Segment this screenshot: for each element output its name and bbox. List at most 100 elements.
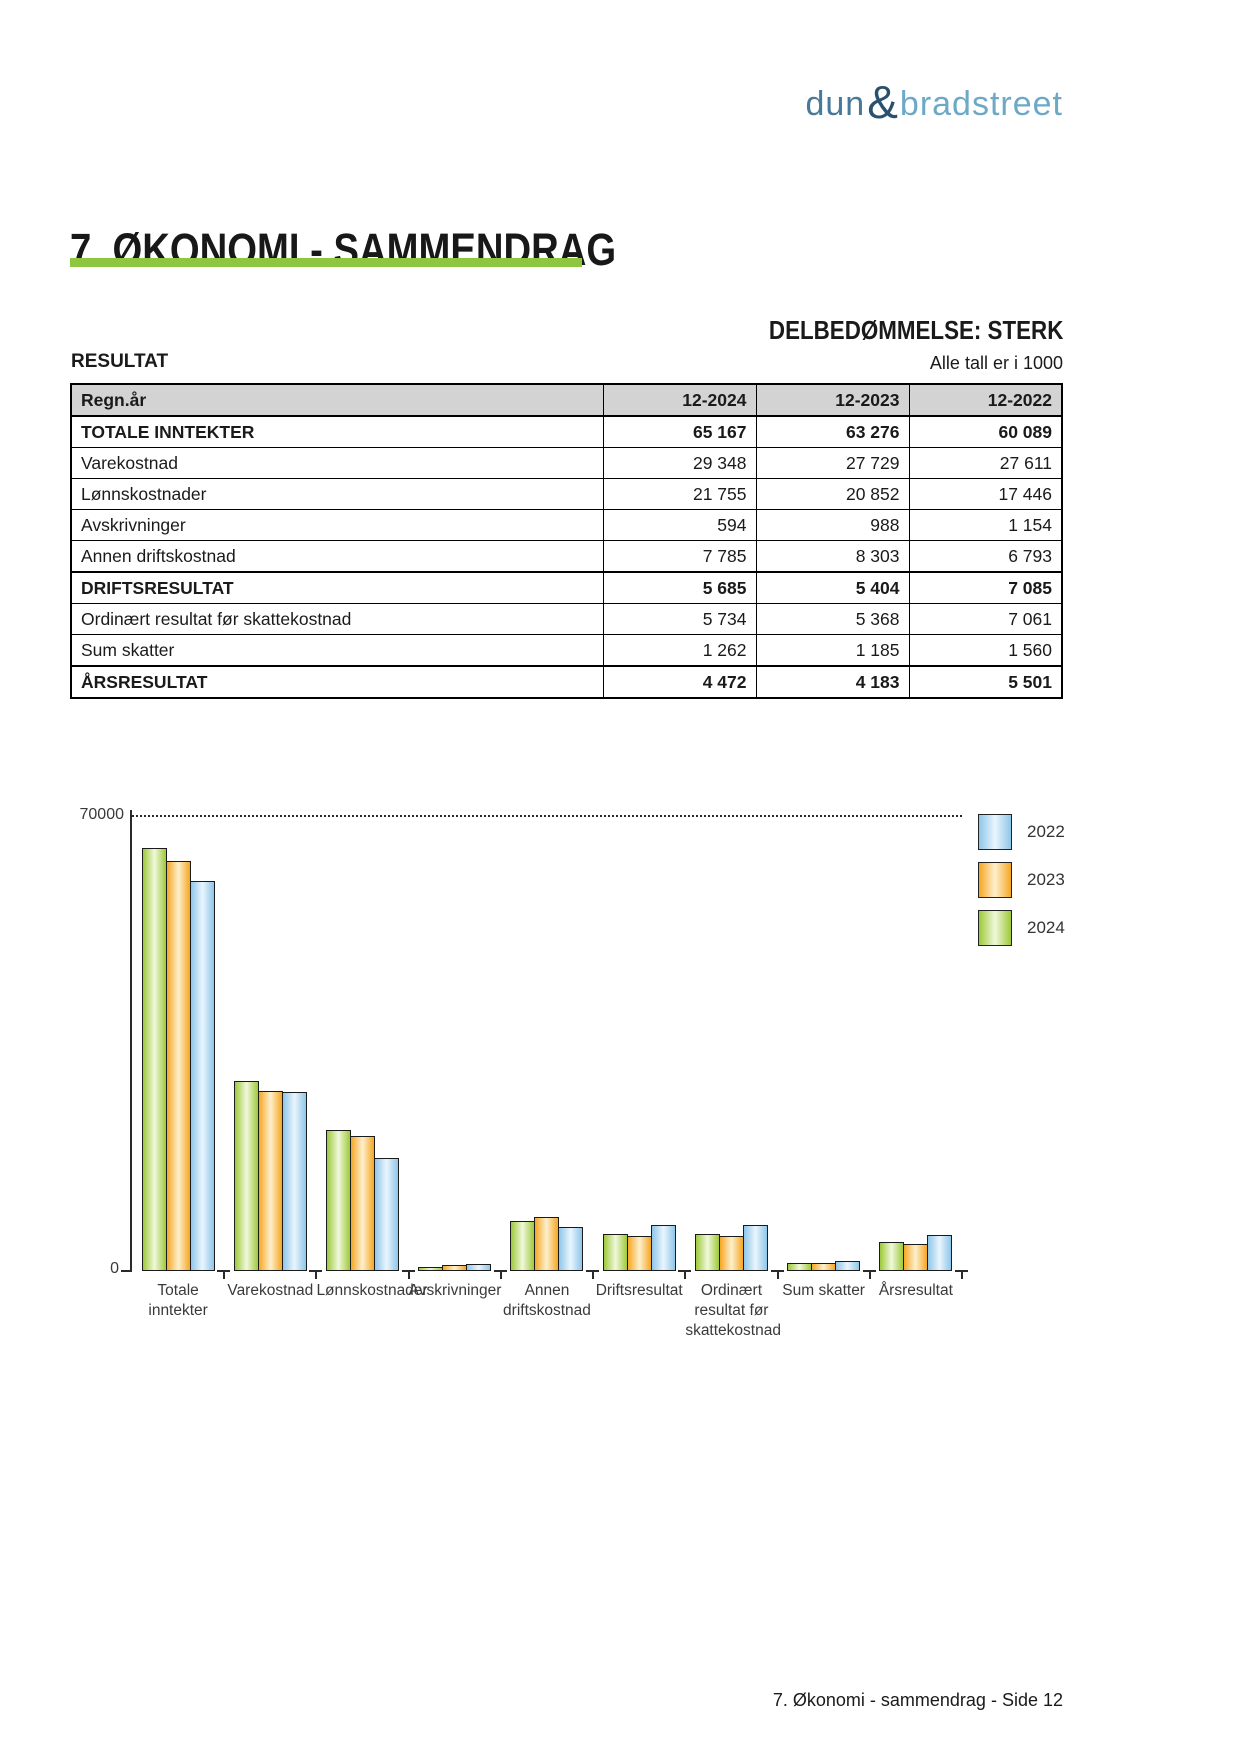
cell-label: DRIFTSRESULTAT <box>70 571 604 604</box>
legend-label: 2023 <box>1027 869 1065 889</box>
cell-value: 5 404 <box>755 571 910 604</box>
table-row: TOTALE INNTEKTER 65 167 63 276 60 089 <box>70 415 1063 448</box>
x-axis-tick <box>407 1270 410 1279</box>
sub-assessment-text: DELBEDØMMELSE: STERK <box>768 315 1063 345</box>
header-cell-regnaar: Regn.år <box>70 383 604 417</box>
cell-value: 65 167 <box>602 415 757 448</box>
cell-label: Annen driftskostnad <box>70 540 604 573</box>
cell-value: 7 085 <box>908 571 1063 604</box>
x-axis-tick <box>592 1270 595 1279</box>
x-axis-category-labels: Totale inntekter Varekostnad Lønnskostnader… <box>132 1281 962 1341</box>
bar-2023 <box>350 1136 376 1271</box>
bar-2024 <box>879 1242 905 1271</box>
bar-2023 <box>903 1244 929 1271</box>
cell-value: 20 852 <box>755 478 910 510</box>
logo-text-dun: dun <box>805 85 866 123</box>
logo-text-bradstreet: bradstreet <box>899 85 1063 123</box>
cell-value: 1 154 <box>908 509 1063 541</box>
section-label-resultat: RESULTAT <box>71 351 169 372</box>
page-title-text: 7. ØKONOMI - SAMMENDRAG <box>70 224 617 276</box>
x-axis-tick <box>223 1270 226 1279</box>
title-underline-rule <box>70 258 582 267</box>
bar-2022 <box>189 881 215 1271</box>
cell-value: 1 185 <box>755 634 910 667</box>
dun-bradstreet-logo: dun & bradstreet <box>805 76 1063 128</box>
cell-value: 17 446 <box>908 478 1063 510</box>
table-row: Lønnskostnader 21 755 20 852 17 446 <box>70 478 1063 510</box>
header-cell-2022: 12-2022 <box>908 383 1063 417</box>
bar-2022 <box>466 1264 492 1271</box>
legend-swatch-2024 <box>978 909 1012 946</box>
bar-group <box>316 1130 408 1271</box>
bar-group <box>501 1217 593 1271</box>
cell-value: 8 303 <box>755 540 910 573</box>
bar-2022 <box>281 1092 307 1271</box>
sub-assessment-heading: DELBEDØMMELSE: STERK <box>721 315 1063 346</box>
bar-2024 <box>141 848 167 1271</box>
table-row: Sum skatter 1 262 1 185 1 560 <box>70 634 1063 667</box>
bar-2022 <box>742 1225 768 1271</box>
legend-item: 2022 <box>978 813 1065 850</box>
x-axis-tick <box>961 1270 963 1279</box>
bar-2023 <box>718 1236 744 1271</box>
bar-2024 <box>233 1081 259 1271</box>
table-row: ÅRSRESULTAT 4 472 4 183 5 501 <box>70 665 1063 699</box>
bar-2023 <box>626 1236 652 1271</box>
table-row: DRIFTSRESULTAT 5 685 5 404 7 085 <box>70 571 1063 604</box>
units-note: Alle tall er i 1000 <box>929 353 1063 373</box>
cell-value: 6 793 <box>908 540 1063 573</box>
bar-2023 <box>165 861 191 1271</box>
table-row: Varekostnad 29 348 27 729 27 611 <box>70 447 1063 479</box>
result-table: Regn.år 12-2024 12-2023 12-2022 TOTALE I… <box>70 383 1063 699</box>
cell-value: 5 734 <box>602 603 757 635</box>
table-row: Ordinært resultat før skattekostnad 5 73… <box>70 603 1063 635</box>
category-label: Lønnskostnader <box>316 1282 428 1299</box>
bar-2023 <box>257 1091 283 1271</box>
legend-label: 2022 <box>1027 821 1065 841</box>
y-axis-tick-70000: 70000 <box>79 806 125 823</box>
cell-value: 594 <box>602 509 757 541</box>
cell-value: 63 276 <box>755 415 910 448</box>
bar-2024 <box>602 1234 628 1271</box>
cell-label: Ordinært resultat før skattekostnad <box>70 603 604 635</box>
cell-value: 5 501 <box>908 665 1063 699</box>
logo-ampersand-icon: & <box>867 76 898 128</box>
chart-legend: 2022 2023 2024 <box>978 813 1065 957</box>
cell-value: 5 685 <box>602 571 757 604</box>
y-axis-tick-0: 0 <box>110 1260 119 1277</box>
bar-group <box>409 1264 501 1271</box>
gridline-70000 <box>132 815 962 817</box>
category-label: Totale inntekter <box>148 1282 208 1319</box>
cell-value: 21 755 <box>602 478 757 510</box>
table-row: Avskrivninger 594 988 1 154 <box>70 509 1063 541</box>
category-label: Sum skatter <box>782 1282 865 1299</box>
cell-label: Avskrivninger <box>70 509 604 541</box>
legend-item: 2024 <box>978 909 1065 946</box>
bar-2022 <box>835 1261 861 1271</box>
category-label: Annen driftskostnad <box>503 1282 591 1319</box>
bar-group <box>132 848 224 1271</box>
cell-value: 1 560 <box>908 634 1063 667</box>
bar-group <box>870 1235 962 1271</box>
cell-value: 7 061 <box>908 603 1063 635</box>
bar-2024 <box>510 1221 536 1271</box>
cell-value: 4 472 <box>602 665 757 699</box>
category-label: Driftsresultat <box>595 1282 683 1299</box>
cell-label: Varekostnad <box>70 447 604 479</box>
y-axis-line <box>130 810 132 1272</box>
legend-swatch-2023 <box>978 861 1012 898</box>
cell-value: 27 611 <box>908 447 1063 479</box>
bar-2022 <box>558 1227 584 1271</box>
x-axis-tick <box>776 1270 779 1279</box>
cell-value: 7 785 <box>602 540 757 573</box>
header-cell-2024: 12-2024 <box>602 383 757 417</box>
category-label: Varekostnad <box>227 1282 314 1299</box>
x-axis-tick <box>868 1270 871 1279</box>
y-axis-zero-tick <box>121 1270 130 1272</box>
cell-value: 5 368 <box>755 603 910 635</box>
x-axis-tick <box>315 1270 318 1279</box>
cell-value: 988 <box>755 509 910 541</box>
x-axis-tick <box>684 1270 687 1279</box>
table-row: Annen driftskostnad 7 785 8 303 6 793 <box>70 540 1063 573</box>
